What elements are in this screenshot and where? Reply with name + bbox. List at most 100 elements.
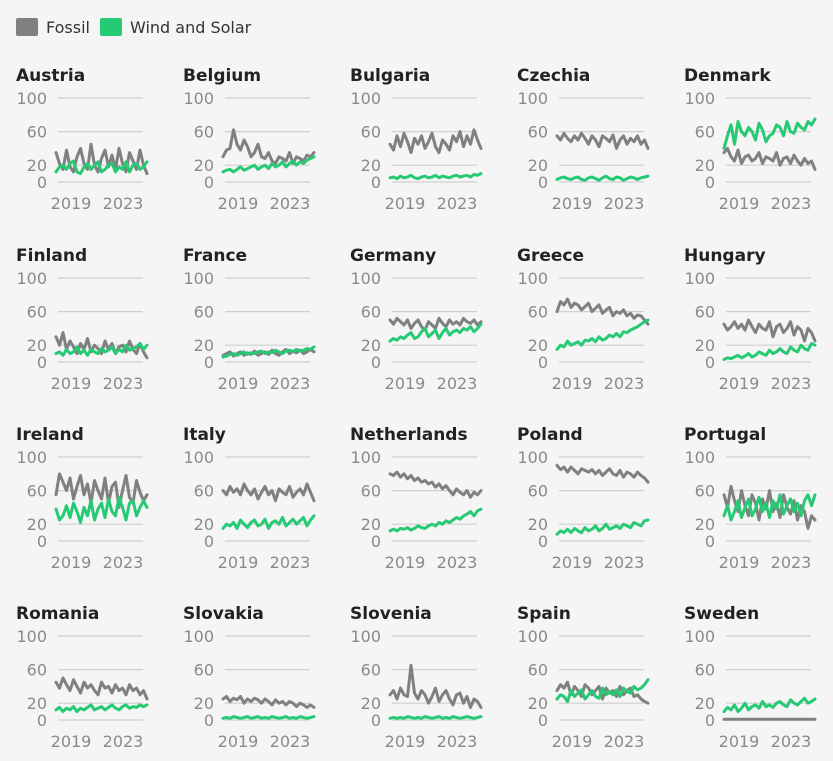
panel-bulgaria: Bulgaria 020 60 100 2019 2023: [350, 66, 483, 213]
panel-finland: Finland 020 60 100 2019 2023: [16, 246, 149, 393]
panel-slovenia: Slovenia 020 60 100 2019 2023: [350, 604, 483, 751]
x-tick-label: 2019: [51, 732, 92, 751]
y-tick-label: 20: [528, 336, 548, 355]
y-tick-label: 60: [695, 303, 715, 322]
y-tick-label: 100: [16, 627, 47, 646]
x-tick-label: 2023: [437, 374, 478, 393]
x-tick-label: 2023: [771, 553, 812, 572]
panel-portugal: Portugal 020 60 100 2019 2023: [684, 425, 817, 572]
x-tick-label: 2023: [270, 374, 311, 393]
series-line-fossil: [54, 142, 149, 176]
panel-title: Hungary: [684, 246, 766, 266]
y-tick-label: 20: [361, 515, 381, 534]
series-line-fossil: [54, 331, 149, 360]
series-line-wind-and-solar: [555, 678, 650, 703]
series-line-fossil: [722, 146, 817, 171]
y-tick-label: 100: [183, 89, 214, 108]
x-tick-label: 2019: [385, 194, 426, 213]
series-line-wind-and-solar: [221, 715, 316, 720]
x-tick-label: 2023: [437, 732, 478, 751]
panel-title: Portugal: [684, 425, 766, 445]
panel-title: Austria: [16, 66, 85, 86]
x-tick-label: 2023: [103, 194, 144, 213]
y-tick-label: 100: [684, 448, 715, 467]
y-tick-label: 100: [183, 627, 214, 646]
y-tick-label: 60: [27, 661, 47, 680]
series-line-fossil: [722, 318, 817, 343]
y-tick-label: 0: [37, 173, 47, 192]
series-line-fossil: [555, 131, 650, 150]
y-tick-label: 0: [538, 711, 548, 730]
series-line-fossil: [555, 297, 650, 326]
y-tick-label: 60: [194, 661, 214, 680]
y-tick-label: 20: [27, 336, 47, 355]
y-tick-label: 0: [705, 532, 715, 551]
y-tick-label: 20: [194, 515, 214, 534]
y-tick-label: 60: [528, 123, 548, 142]
x-tick-label: 2019: [218, 374, 259, 393]
y-tick-label: 60: [194, 123, 214, 142]
panel-denmark: Denmark 020 60 100 2019 2023: [684, 66, 817, 213]
x-tick-label: 2019: [218, 732, 259, 751]
legend-label-fossil: Fossil: [46, 17, 90, 37]
y-tick-label: 100: [350, 89, 381, 108]
panel-title: Romania: [16, 604, 99, 624]
panel-germany: Germany 020 60 100 2019 2023: [350, 246, 483, 393]
x-tick-label: 2023: [771, 374, 812, 393]
legend-item-wind-solar[interactable]: Wind and Solar: [99, 17, 252, 37]
x-tick-label: 2019: [385, 374, 426, 393]
series-line-fossil: [388, 128, 483, 155]
legend-label-wind-solar: Wind and Solar: [129, 17, 252, 37]
panel-spain: Spain 020 60 100 2019 2023: [517, 604, 650, 751]
y-tick-label: 0: [538, 173, 548, 192]
panel-greece: Greece 020 60 100 2019 2023: [517, 246, 650, 393]
legend: Fossil Wind and Solar: [16, 16, 251, 38]
x-tick-label: 2019: [51, 374, 92, 393]
panel-belgium: Belgium 020 60 100 2019 2023: [183, 66, 316, 213]
y-tick-label: 0: [538, 532, 548, 551]
y-tick-label: 20: [194, 336, 214, 355]
x-tick-label: 2023: [437, 553, 478, 572]
y-tick-label: 0: [37, 711, 47, 730]
x-tick-label: 2019: [218, 194, 259, 213]
x-tick-label: 2019: [719, 374, 760, 393]
panel-france: France 020 60 100 2019 2023: [183, 246, 316, 393]
y-tick-label: 60: [695, 482, 715, 501]
y-tick-label: 100: [16, 269, 47, 288]
y-tick-label: 100: [350, 627, 381, 646]
x-tick-label: 2019: [51, 194, 92, 213]
panel-czechia: Czechia 020 60 100 2019 2023: [517, 66, 650, 213]
y-tick-label: 20: [695, 336, 715, 355]
y-tick-label: 60: [695, 661, 715, 680]
series-line-fossil: [555, 463, 650, 484]
y-tick-label: 60: [695, 123, 715, 142]
panel-netherlands: Netherlands 020 60 100 2019 2023: [350, 425, 483, 572]
series-line-wind-and-solar: [388, 322, 483, 343]
series-line-wind-and-solar: [54, 703, 149, 714]
series-line-wind-and-solar: [388, 715, 483, 720]
legend-item-fossil[interactable]: Fossil: [16, 18, 90, 37]
y-tick-label: 0: [705, 711, 715, 730]
series-line-wind-and-solar: [555, 318, 650, 351]
y-tick-label: 20: [695, 156, 715, 175]
series-line-wind-and-solar: [54, 495, 149, 524]
y-tick-label: 100: [350, 269, 381, 288]
y-tick-label: 0: [371, 711, 381, 730]
series-line-wind-and-solar: [54, 159, 149, 176]
y-tick-label: 60: [361, 482, 381, 501]
y-tick-label: 20: [27, 694, 47, 713]
y-tick-label: 100: [517, 627, 548, 646]
panel-italy: Italy 020 60 100 2019 2023: [183, 425, 316, 572]
panel-title: Bulgaria: [350, 66, 430, 86]
legend-swatch-fossil: [16, 18, 38, 36]
x-tick-label: 2023: [604, 553, 645, 572]
x-tick-label: 2023: [771, 732, 812, 751]
series-line-wind-and-solar: [722, 493, 817, 522]
x-tick-label: 2023: [103, 732, 144, 751]
y-tick-label: 0: [37, 353, 47, 372]
panel-poland: Poland 020 60 100 2019 2023: [517, 425, 650, 572]
y-tick-label: 60: [528, 661, 548, 680]
y-tick-label: 100: [16, 89, 47, 108]
panel-title: Slovenia: [350, 604, 432, 624]
